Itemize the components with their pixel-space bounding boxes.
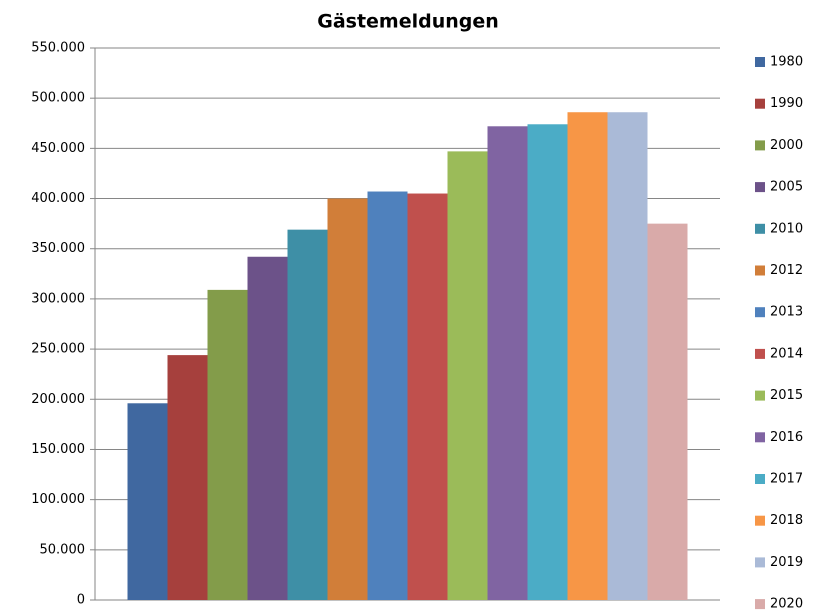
y-tick-label: 500.000: [31, 91, 85, 106]
legend-label: 2015: [770, 388, 803, 403]
legend-swatch: [755, 182, 765, 193]
y-tick-label: 300.000: [31, 291, 85, 306]
bar: [207, 289, 248, 600]
bar: [327, 198, 368, 600]
legend-swatch: [755, 474, 765, 484]
y-tick-label: 400.000: [31, 191, 85, 206]
y-tick-label: 0: [77, 593, 85, 608]
legend-label: 2014: [770, 346, 803, 361]
y-tick-label: 250.000: [31, 342, 85, 357]
legend-label: 2017: [770, 472, 803, 487]
legend-label: 2013: [770, 305, 803, 320]
legend-swatch: [755, 223, 765, 234]
legend-swatch: [755, 57, 765, 67]
legend-label: 2012: [770, 263, 803, 278]
legend-label: 1990: [770, 96, 803, 111]
bar: [527, 124, 568, 600]
legend-label: 2010: [770, 221, 803, 236]
bar: [647, 223, 688, 601]
bar: [287, 229, 328, 600]
legend-label: 2000: [770, 138, 803, 153]
legend-swatch: [755, 432, 765, 443]
legend-swatch: [755, 140, 765, 151]
legend-label: 2016: [770, 430, 803, 445]
bar: [447, 151, 488, 600]
legend-swatch: [755, 515, 765, 526]
legend-label: 2020: [770, 597, 803, 612]
y-tick-label: 450.000: [31, 141, 85, 156]
bar: [607, 112, 648, 600]
bar: [567, 112, 608, 600]
y-tick-label: 200.000: [31, 392, 85, 407]
legend-swatch: [755, 98, 765, 109]
legend-label: 2018: [770, 513, 803, 528]
bar: [247, 256, 288, 600]
legend-label: 2019: [770, 555, 803, 570]
legend-swatch: [755, 348, 765, 359]
legend-label: 1980: [770, 55, 803, 70]
y-tick-label: 50.000: [40, 542, 86, 557]
legend-swatch: [755, 390, 765, 401]
y-tick-label: 100.000: [31, 492, 85, 507]
y-tick-label: 150.000: [31, 442, 85, 457]
legend-swatch: [755, 307, 765, 318]
legend-swatch: [755, 557, 765, 568]
legend-swatch: [755, 599, 765, 610]
y-tick-label: 350.000: [31, 241, 85, 256]
bar: [407, 193, 448, 600]
legend-label: 2005: [770, 180, 803, 195]
legend-swatch: [755, 265, 765, 276]
y-tick-label: 550.000: [31, 41, 85, 56]
bar: [127, 403, 168, 600]
bar: [487, 126, 528, 601]
bar: [167, 355, 208, 600]
bar: [367, 191, 408, 600]
chart-title: Gästemeldungen: [317, 11, 499, 33]
